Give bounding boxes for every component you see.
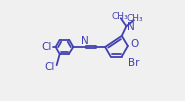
Text: Br: Br [128,58,140,68]
Text: Cl: Cl [44,62,55,72]
Text: Cl: Cl [41,42,51,52]
Text: N: N [81,36,89,46]
Text: CH₃: CH₃ [112,12,129,21]
Text: N: N [127,22,135,32]
Text: O: O [130,39,139,49]
Text: CH₃: CH₃ [126,14,143,23]
